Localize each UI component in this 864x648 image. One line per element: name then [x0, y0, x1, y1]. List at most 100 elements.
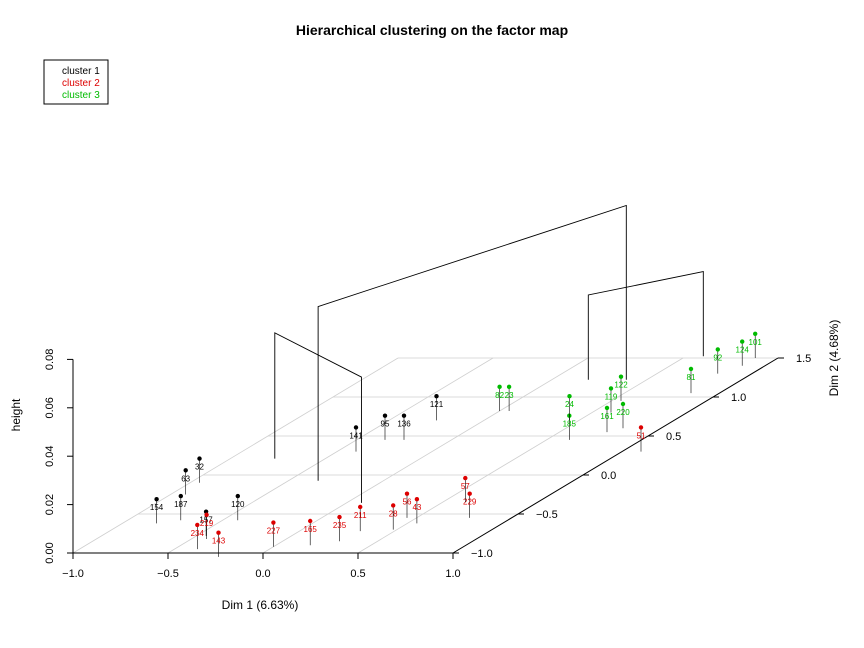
point-label-220: 220: [616, 408, 630, 417]
point-label-211: 211: [354, 511, 367, 520]
point-51: [639, 425, 643, 429]
point-234: [195, 523, 199, 527]
y-tick-label-1: −0.5: [536, 509, 558, 521]
point-43: [415, 497, 419, 501]
legend-entry-cluster-2: cluster 2: [62, 78, 100, 89]
point-101: [753, 332, 757, 336]
point-label-187: 187: [174, 500, 188, 509]
legend-entry-cluster-1: cluster 1: [62, 66, 100, 77]
point-label-122: 122: [614, 381, 628, 390]
point-121: [434, 394, 438, 398]
point-label-235: 235: [333, 521, 347, 530]
point-label-136: 136: [397, 420, 411, 429]
legend-entry-cluster-3: cluster 3: [62, 90, 100, 101]
chart-title: Hierarchical clustering on the factor ma…: [296, 22, 568, 38]
point-23: [507, 385, 511, 389]
x-tick-label-0: −1.0: [62, 568, 84, 580]
z-tick-label-3: 0.06: [44, 397, 56, 418]
point-label-23: 23: [505, 391, 514, 400]
point-143: [216, 531, 220, 535]
x-tick-label-3: 0.5: [350, 568, 365, 580]
merge-cluster-3: [588, 272, 703, 380]
point-label-227: 227: [267, 527, 281, 536]
point-82: [497, 385, 501, 389]
point-120: [236, 494, 240, 498]
grid-line-x-2: [263, 358, 588, 553]
point-28: [391, 503, 395, 507]
point-label-185: 185: [563, 420, 577, 429]
point-235: [337, 515, 341, 519]
point-label-124: 124: [736, 346, 750, 355]
point-56: [405, 492, 409, 496]
x-tick-label-4: 1.0: [445, 568, 460, 580]
point-187: [179, 494, 183, 498]
y-tick-label-0: −1.0: [471, 548, 493, 560]
z-tick-label-0: 0.00: [44, 542, 56, 563]
point-label-95: 95: [381, 420, 390, 429]
grid-line-x-3: [358, 358, 683, 553]
point-165: [308, 519, 312, 523]
point-label-143: 143: [212, 537, 226, 546]
point-63: [184, 468, 188, 472]
point-124: [740, 339, 744, 343]
point-label-165: 165: [304, 525, 318, 534]
point-label-32: 32: [195, 463, 204, 472]
point-label-24: 24: [565, 400, 574, 409]
y-tick-label-2: 0.0: [601, 470, 616, 482]
point-92: [716, 347, 720, 351]
point-label-120: 120: [231, 500, 245, 509]
x-tick-label-2: 0.0: [255, 568, 270, 580]
point-229: [468, 492, 472, 496]
point-57: [463, 476, 467, 480]
y-tick-label-4: 1.0: [731, 392, 746, 404]
point-label-57: 57: [461, 482, 470, 491]
point-label-119: 119: [605, 392, 618, 401]
point-label-92: 92: [713, 353, 722, 362]
point-219: [204, 513, 208, 517]
point-141: [354, 425, 358, 429]
dendrogram-layer: [275, 205, 704, 502]
z-axis-label: height: [9, 398, 23, 431]
point-label-219: 219: [200, 519, 214, 528]
point-label-81: 81: [687, 373, 696, 382]
y-tick-label-3: 0.5: [666, 431, 681, 443]
axes-layer: −1.0 −0.5 0.0 0.5 1.0 −1.0 −0.5 0.0 0.5 1.0 1.5 0.0…: [44, 349, 811, 580]
point-122: [619, 375, 623, 379]
point-32: [197, 456, 201, 460]
point-211: [358, 505, 362, 509]
point-136: [402, 414, 406, 418]
point-label-154: 154: [150, 503, 164, 512]
point-label-101: 101: [749, 338, 763, 347]
point-119: [609, 386, 613, 390]
point-label-141: 141: [349, 431, 363, 440]
point-label-82: 82: [495, 391, 504, 400]
point-label-43: 43: [412, 503, 421, 512]
point-label-63: 63: [181, 474, 190, 483]
point-81: [689, 367, 693, 371]
point-161: [605, 406, 609, 410]
legend: cluster 1 cluster 2 cluster 3: [44, 60, 108, 104]
point-label-28: 28: [389, 509, 398, 518]
point-154: [154, 497, 158, 501]
point-label-51: 51: [637, 431, 646, 440]
y-tick-label-5: 1.5: [796, 353, 811, 365]
y-axis-label: Dim 2 (4.68%): [827, 320, 841, 397]
merge-root: [318, 205, 626, 480]
grid-line-x-0: [73, 358, 398, 553]
point-24: [567, 394, 571, 398]
z-tick-label-4: 0.08: [44, 349, 56, 370]
grid-layer: [73, 358, 778, 553]
x-axis-label: Dim 1 (6.63%): [222, 598, 299, 612]
point-227: [271, 520, 275, 524]
point-label-161: 161: [600, 412, 614, 421]
z-tick-label-2: 0.04: [44, 445, 56, 466]
point-95: [383, 414, 387, 418]
point-label-121: 121: [430, 400, 444, 409]
point-label-56: 56: [403, 498, 412, 507]
point-label-234: 234: [191, 529, 205, 538]
grid-line-x-1: [168, 358, 493, 553]
x-tick-label-1: −0.5: [157, 568, 179, 580]
point-220: [621, 402, 625, 406]
z-tick-label-1: 0.02: [44, 494, 56, 515]
